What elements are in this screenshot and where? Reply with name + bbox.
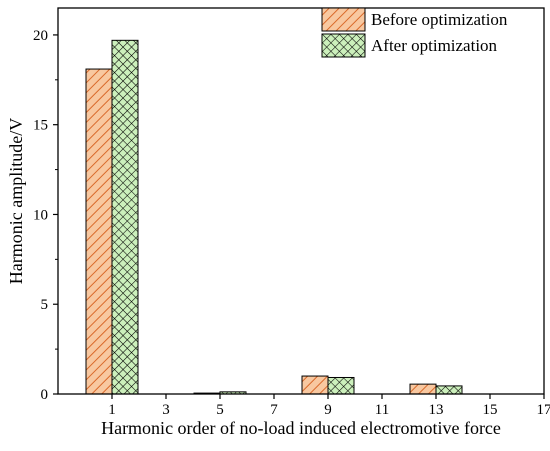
x-axis-title: Harmonic order of no-load induced electr… — [101, 418, 501, 438]
x-tick-label: 1 — [108, 402, 116, 418]
x-tick-label: 15 — [483, 402, 498, 418]
x-tick-label: 9 — [324, 402, 332, 418]
legend-swatch-after — [322, 34, 365, 57]
y-tick-label: 15 — [33, 118, 48, 134]
x-tick-label: 7 — [270, 402, 278, 418]
y-axis-title: Harmonic amplitude/V — [6, 118, 26, 284]
x-tick-label: 11 — [375, 402, 389, 418]
x-tick-label: 17 — [537, 402, 550, 418]
y-tick-label: 0 — [41, 387, 49, 403]
legend-label-after: After optimization — [371, 36, 498, 55]
bar-after-order-9 — [328, 377, 354, 394]
y-tick-label: 10 — [33, 207, 48, 223]
bar-before-order-1 — [86, 69, 112, 394]
bar-after-order-1 — [112, 40, 138, 394]
legend-swatch-before — [322, 8, 365, 31]
x-tick-label: 13 — [429, 402, 444, 418]
x-tick-label: 3 — [162, 402, 170, 418]
y-tick-label: 5 — [41, 297, 49, 313]
legend: Before optimization After optimization — [322, 8, 508, 57]
bar-after-order-13 — [436, 386, 462, 394]
x-tick-label: 5 — [216, 402, 224, 418]
bar-before-order-13 — [410, 384, 436, 394]
y-tick-label: 20 — [33, 28, 48, 44]
legend-label-before: Before optimization — [371, 10, 508, 29]
bar-before-order-9 — [302, 376, 328, 394]
